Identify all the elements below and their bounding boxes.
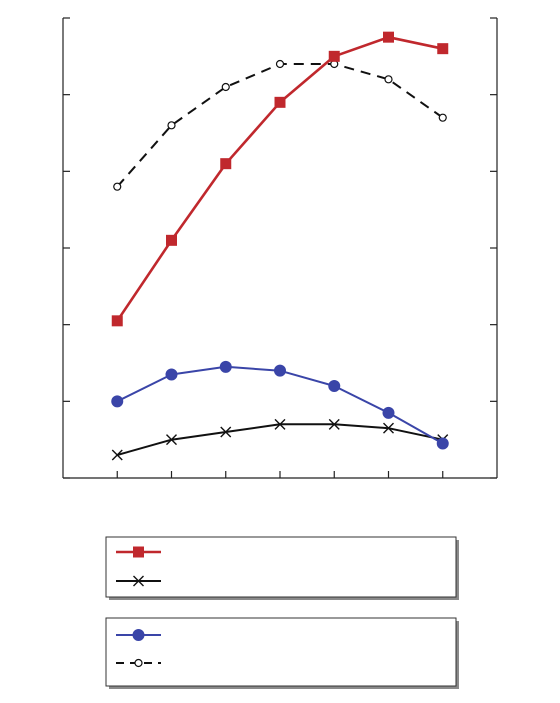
series-2 xyxy=(111,418,449,461)
series-3-point xyxy=(219,360,232,373)
legend-box-2 xyxy=(105,617,459,689)
series-4-point xyxy=(113,182,122,191)
series-2-point xyxy=(220,426,232,438)
series-4-point xyxy=(167,121,176,130)
legend-box-1 xyxy=(105,536,459,600)
series-1-point xyxy=(111,315,123,327)
series-4 xyxy=(113,59,447,191)
series-1-line xyxy=(116,35,444,322)
series-2-point xyxy=(328,418,340,430)
series-2-line xyxy=(117,423,444,456)
legend-frame xyxy=(105,617,457,687)
series-1-point xyxy=(383,31,394,43)
series-layer xyxy=(111,31,449,461)
series-2-point xyxy=(166,434,177,446)
series-4-point xyxy=(275,59,285,69)
series-1-point xyxy=(166,234,177,246)
series-4-line xyxy=(116,63,444,188)
series-3-point xyxy=(165,368,178,381)
series-4-point xyxy=(221,82,230,92)
series-2-point xyxy=(274,418,286,430)
series-1-point xyxy=(220,158,232,170)
axes xyxy=(62,17,498,479)
legend-swatch-marker xyxy=(133,546,144,558)
legend-layer xyxy=(105,536,459,689)
series-1-point xyxy=(274,96,286,108)
series-3-point xyxy=(328,380,341,392)
series-1-point xyxy=(437,43,449,55)
series-4-point xyxy=(438,113,447,122)
series-1 xyxy=(111,31,449,327)
series-3-point xyxy=(274,364,286,377)
legend-frame xyxy=(105,536,457,598)
series-2-point xyxy=(111,449,123,461)
legend-swatch-marker xyxy=(133,575,144,587)
series-3-point xyxy=(436,437,449,450)
legend-swatch-marker xyxy=(134,658,143,668)
series-3-point xyxy=(111,395,124,408)
series-4-point xyxy=(384,75,393,84)
series-3-line xyxy=(116,365,444,445)
legend-swatch-marker xyxy=(132,629,145,641)
series-2-point xyxy=(383,422,394,434)
series-3-point xyxy=(382,406,395,419)
series-1-point xyxy=(328,50,340,62)
series-3 xyxy=(111,360,449,450)
